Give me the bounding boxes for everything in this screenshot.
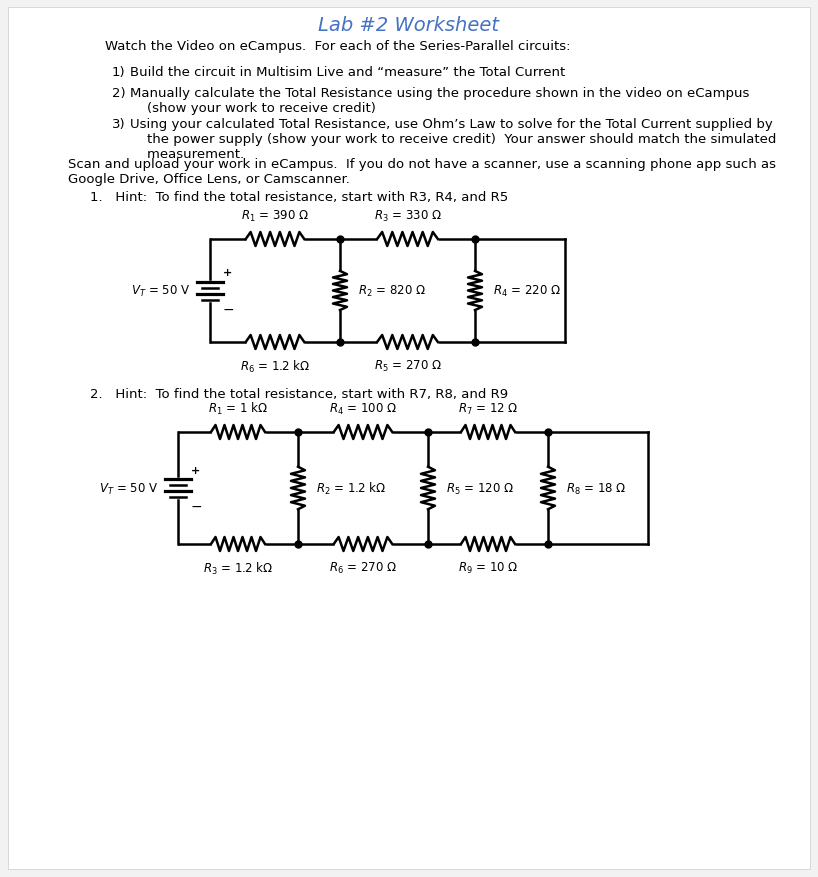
Text: 1): 1) [112, 66, 126, 79]
Text: 2): 2) [112, 87, 126, 100]
Text: $V_T$ = 50 V: $V_T$ = 50 V [99, 481, 158, 496]
Text: $R_1$ = 1 kΩ: $R_1$ = 1 kΩ [208, 401, 267, 417]
Text: $R_1$ = 390 Ω: $R_1$ = 390 Ω [241, 209, 309, 224]
Text: $R_5$ = 120 Ω: $R_5$ = 120 Ω [446, 481, 514, 496]
Text: $R_4$ = 100 Ω: $R_4$ = 100 Ω [329, 402, 397, 417]
Text: −: − [222, 303, 234, 316]
Text: $R_3$ = 330 Ω: $R_3$ = 330 Ω [374, 209, 442, 224]
Text: $R_8$ = 18 Ω: $R_8$ = 18 Ω [566, 481, 627, 496]
Text: +: + [223, 268, 232, 278]
Text: 1.   Hint:  To find the total resistance, start with R3, R4, and R5: 1. Hint: To find the total resistance, s… [90, 191, 508, 203]
Text: $R_3$ = 1.2 kΩ: $R_3$ = 1.2 kΩ [203, 560, 273, 576]
Text: +: + [191, 466, 200, 475]
Text: Watch the Video on eCampus.  For each of the Series-Parallel circuits:: Watch the Video on eCampus. For each of … [105, 39, 570, 53]
Text: 3): 3) [112, 118, 126, 131]
Text: $R_7$ = 12 Ω: $R_7$ = 12 Ω [458, 402, 518, 417]
Text: $R_4$ = 220 Ω: $R_4$ = 220 Ω [493, 283, 561, 299]
Text: $R_2$ = 820 Ω: $R_2$ = 820 Ω [358, 283, 426, 299]
Text: $R_9$ = 10 Ω: $R_9$ = 10 Ω [458, 560, 518, 575]
Text: $R_6$ = 270 Ω: $R_6$ = 270 Ω [329, 560, 397, 575]
Text: $R_2$ = 1.2 kΩ: $R_2$ = 1.2 kΩ [316, 481, 386, 496]
Text: Manually calculate the Total Resistance using the procedure shown in the video o: Manually calculate the Total Resistance … [130, 87, 749, 115]
Text: 2.   Hint:  To find the total resistance, start with R7, R8, and R9: 2. Hint: To find the total resistance, s… [90, 388, 508, 401]
Text: Lab #2 Worksheet: Lab #2 Worksheet [318, 16, 500, 34]
Text: $R_5$ = 270 Ω: $R_5$ = 270 Ω [374, 359, 442, 374]
Text: Scan and upload your work in eCampus.  If you do not have a scanner, use a scann: Scan and upload your work in eCampus. If… [68, 158, 776, 186]
Text: Using your calculated Total Resistance, use Ohm’s Law to solve for the Total Cur: Using your calculated Total Resistance, … [130, 118, 776, 160]
Text: $V_T$ = 50 V: $V_T$ = 50 V [131, 283, 190, 299]
Text: −: − [191, 499, 202, 513]
Text: $R_6$ = 1.2 kΩ: $R_6$ = 1.2 kΩ [240, 359, 310, 374]
Text: Build the circuit in Multisim Live and “measure” the Total Current: Build the circuit in Multisim Live and “… [130, 66, 565, 79]
